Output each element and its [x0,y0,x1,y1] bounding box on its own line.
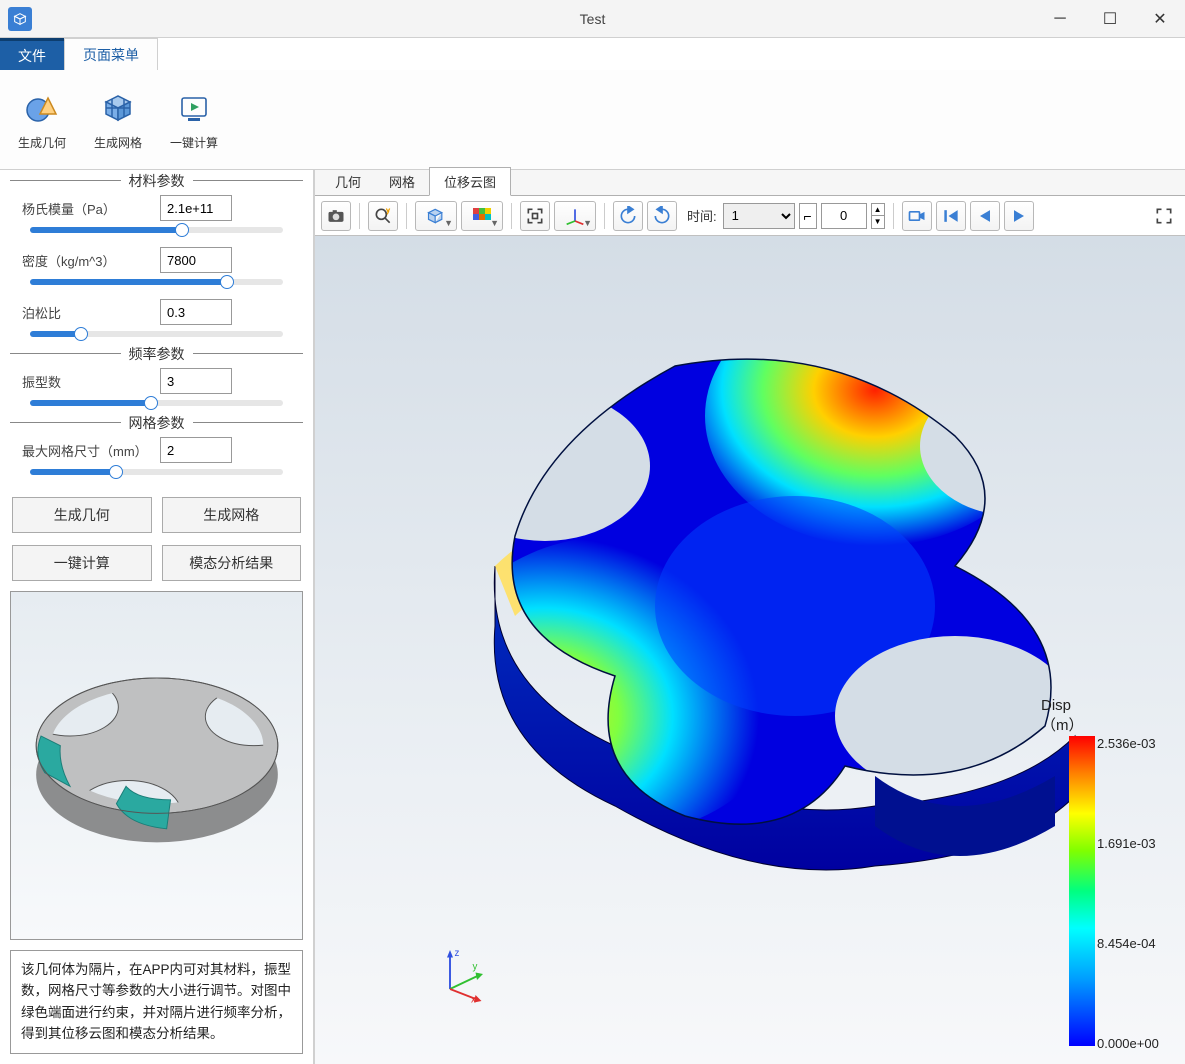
input-max-mesh-size[interactable] [160,437,232,463]
label-max-mesh-size: 最大网格尺寸（mm） [22,441,152,460]
slider-max-mesh-size[interactable] [30,469,283,475]
dropdown-caret-icon: ▼ [490,218,499,228]
slider-youngs-modulus[interactable] [30,227,283,233]
colormap-button[interactable]: ▼ [461,201,503,231]
expand-button[interactable] [1149,201,1179,231]
colorbar-max: 2.536e-03 [1097,736,1179,751]
fieldset-mesh: 网格参数 最大网格尺寸（mm） [10,422,303,485]
play-monitor-icon [174,88,214,128]
viewer-tab-displacement[interactable]: 位移云图 [429,167,511,196]
input-density[interactable] [160,247,232,273]
input-youngs-modulus[interactable] [160,195,232,221]
legend-frequency: 频率参数 [121,344,193,364]
menubar: 文件 页面菜单 [0,38,1185,70]
ribbon-generate-geometry-label: 生成几何 [18,134,66,151]
zoom-spark-button[interactable] [368,201,398,231]
dropdown-caret-icon: ▼ [583,218,592,228]
colorbar-midlow: 8.454e-04 [1097,936,1179,951]
legend-material: 材料参数 [121,171,193,191]
slider-density[interactable] [30,279,283,285]
input-mode-count[interactable] [160,368,232,394]
sidebar: 材料参数 杨氏模量（Pa） 密度（kg/m^3） 泊松比 频率参数 振型数 [0,170,314,1064]
window-title: Test [580,11,606,27]
tab-page-menu[interactable]: 页面菜单 [64,38,158,70]
btn-one-click-calc[interactable]: 一键计算 [12,545,152,581]
label-poisson: 泊松比 [22,303,152,322]
maximize-button[interactable]: ☐ [1085,0,1135,37]
app-icon [8,7,32,31]
label-mode-count: 振型数 [22,372,152,391]
frame-down-button[interactable]: ▼ [871,216,885,229]
viewer-tab-mesh[interactable]: 网格 [375,168,429,195]
close-button[interactable]: ✕ [1135,0,1185,37]
time-label: 时间: [687,206,717,225]
viewer-toolbar: ▼ ▼ ▼ 时间: 1 ⌐ [315,196,1185,236]
minimize-button[interactable]: ─ [1035,0,1085,37]
viewer-tabs: 几何 网格 位移云图 [315,170,1185,196]
prev-frame-button[interactable] [970,201,1000,231]
mesh-icon [98,88,138,128]
slider-poisson[interactable] [30,331,283,337]
geometry-preview[interactable] [10,591,303,940]
time-select[interactable]: 1 [723,203,795,229]
label-youngs-modulus: 杨氏模量（Pa） [22,199,152,218]
play-button[interactable] [1004,201,1034,231]
ribbon-generate-geometry[interactable]: 生成几何 [6,78,78,162]
screenshot-button[interactable] [321,201,351,231]
fit-view-button[interactable] [520,201,550,231]
ribbon-generate-mesh-label: 生成网格 [94,134,142,151]
viewer-column: 几何 网格 位移云图 ▼ ▼ [314,170,1185,1064]
svg-text:x: x [471,995,476,1005]
main-area: 材料参数 杨氏模量（Pa） 密度（kg/m^3） 泊松比 频率参数 振型数 [0,170,1185,1064]
fieldset-frequency: 频率参数 振型数 [10,353,303,416]
ribbon: 生成几何 生成网格 一键计算 [0,70,1185,170]
legend-mesh: 网格参数 [121,413,193,433]
geometry-description: 该几何体为隔片，在APP内可对其材料，振型数，网格尺寸等参数的大小进行调节。对图… [10,950,303,1054]
ribbon-one-click-calc[interactable]: 一键计算 [158,78,230,162]
dropdown-caret-icon: ▼ [444,218,453,228]
viewer-tab-geometry[interactable]: 几何 [321,168,375,195]
fieldset-material: 材料参数 杨氏模量（Pa） 密度（kg/m^3） 泊松比 [10,180,303,347]
label-density: 密度（kg/m^3） [22,251,152,270]
geometry-icon [22,88,62,128]
row-youngs-modulus: 杨氏模量（Pa） [10,191,303,221]
row-poisson: 泊松比 [10,295,303,325]
rotate-cw-button[interactable] [647,201,677,231]
ribbon-generate-mesh[interactable]: 生成网格 [82,78,154,162]
row-mode-count: 振型数 [10,364,303,394]
tab-file[interactable]: 文件 [0,38,64,70]
frame-up-button[interactable]: ▲ [871,203,885,217]
transparency-button[interactable]: ▼ [415,201,457,231]
btn-modal-results[interactable]: 模态分析结果 [162,545,302,581]
svg-text:z: z [455,948,460,959]
input-poisson[interactable] [160,299,232,325]
btn-generate-geometry[interactable]: 生成几何 [12,497,152,533]
angle-indicator[interactable]: ⌐ [799,203,817,229]
colorbar-title: Disp （m） [1041,696,1121,735]
ribbon-one-click-calc-label: 一键计算 [170,134,218,151]
axis-gizmo: z y x [435,944,495,1004]
titlebar: Test ─ ☐ ✕ [0,0,1185,38]
first-frame-button[interactable] [936,201,966,231]
axis-orientation-button[interactable]: ▼ [554,201,596,231]
frame-spinner[interactable] [821,203,867,229]
svg-text:y: y [473,962,478,973]
colorbar-min: 0.000e+00 [1097,1036,1179,1051]
slider-mode-count[interactable] [30,400,283,406]
record-button[interactable] [902,201,932,231]
rotate-ccw-button[interactable] [613,201,643,231]
row-max-mesh-size: 最大网格尺寸（mm） [10,433,303,463]
3d-viewport[interactable]: z y x Disp （m） 2.536e-03 1.691e-03 8.454… [315,236,1185,1064]
btn-generate-mesh[interactable]: 生成网格 [162,497,302,533]
colorbar [1069,736,1095,1046]
colorbar-midhigh: 1.691e-03 [1097,836,1179,851]
row-density: 密度（kg/m^3） [10,243,303,273]
